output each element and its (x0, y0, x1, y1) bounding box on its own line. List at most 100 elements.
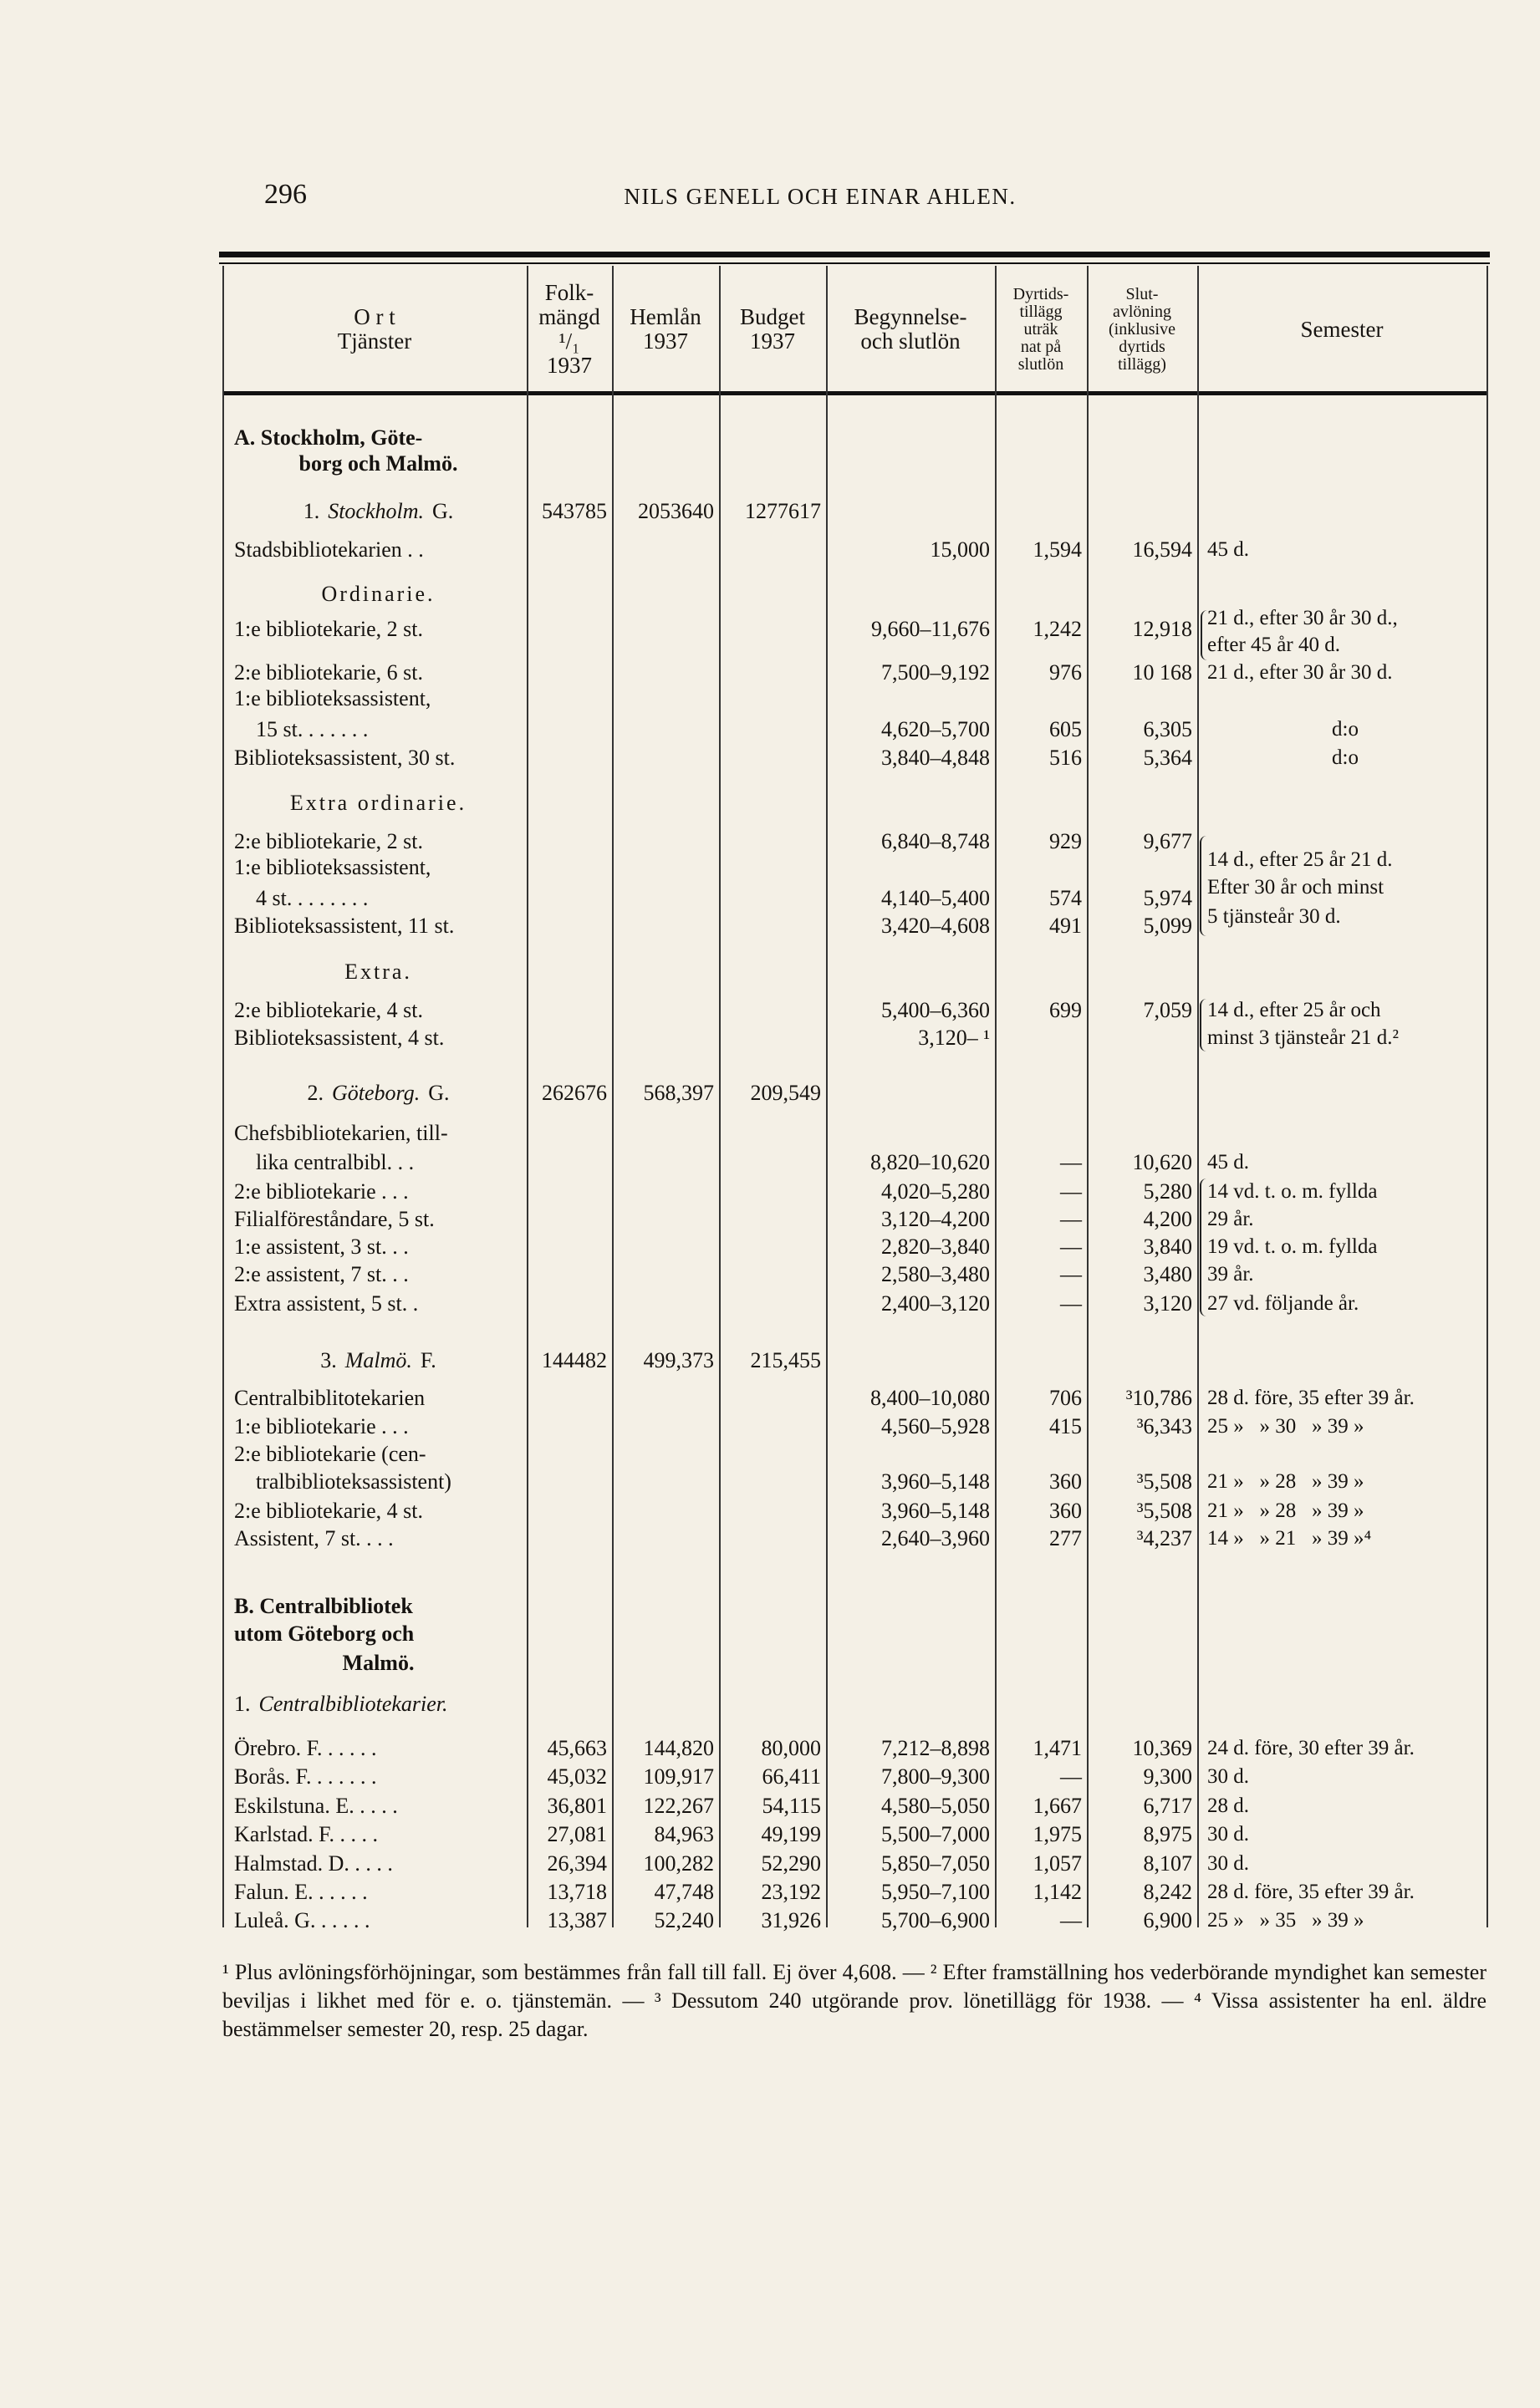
cell-slut: 8,242 (1143, 1880, 1193, 1904)
row-label: Luleå. G. . . . . . (234, 1908, 370, 1932)
header-ort: O r t Tjänster (337, 304, 412, 354)
cell-dyr: 706 (1049, 1386, 1082, 1410)
cell-folk: 27,081 (547, 1822, 608, 1846)
cell-budget: 49,199 (761, 1822, 822, 1846)
cell-semester: 21 » » 28 » 39 » (1207, 1470, 1364, 1493)
cell-dyr: 1,057 (1033, 1851, 1083, 1876)
header-dyrtid: Dyrtids- tillägg uträk nat på slutlön (1012, 284, 1069, 374)
city-code: G. (428, 1081, 450, 1105)
cell-dyr: 1,667 (1033, 1794, 1083, 1818)
cell-dyr: — (1060, 1291, 1082, 1316)
cell-semester: 25 » » 35 » 39 » (1207, 1909, 1364, 1932)
row-label: Ordinarie. (321, 582, 436, 606)
cell-hemlan: 2053640 (638, 499, 714, 523)
cell-semester: 45 d. (1207, 1151, 1249, 1173)
city-name: Stockholm. (328, 499, 425, 523)
cell-lon: 8,820–10,620 (870, 1150, 990, 1174)
cell-lon: 4,560–5,928 (881, 1414, 990, 1438)
cell-lon: 5,500–7,000 (881, 1822, 990, 1846)
row-label: 2:e assistent, 7 st. . . (234, 1262, 409, 1286)
footnotes: ¹ Plus avlöningsförhöjningar, som bestäm… (222, 1960, 1486, 2041)
cell-budget: 52,290 (761, 1851, 822, 1876)
cell-semester: 30 d. (1207, 1852, 1249, 1875)
city-heading: 2. Göteborg. G. (234, 1080, 523, 1107)
header-semester: Semester (1300, 316, 1384, 342)
cell-lon: 15,000 (930, 537, 991, 562)
cell-lon: 2,640–3,960 (881, 1526, 990, 1550)
row-label: 1:e biblioteksassistent, (234, 686, 431, 710)
cell-semester: 14 » » 21 » 39 »⁴ (1207, 1527, 1372, 1550)
cell-hemlan: 568,397 (643, 1081, 715, 1105)
cell-lon: 5,850–7,050 (881, 1851, 990, 1876)
city-code: F. (420, 1348, 436, 1372)
row-label: Halmstad. D. . . . . (234, 1851, 393, 1876)
cell-lon: 4,140–5,400 (881, 886, 990, 910)
cell-semester: 28 d. (1207, 1795, 1249, 1817)
cell-semester: 21 d., efter 30 år 30 d. (1207, 661, 1393, 684)
header-bottom-rule (222, 391, 1486, 395)
cell-lon: 3,120– ¹ (918, 1026, 990, 1050)
cell-slut: 3,120 (1143, 1291, 1193, 1316)
cell-folk: 262676 (542, 1081, 607, 1105)
cell-slut: 6,900 (1143, 1908, 1193, 1932)
row-label: 1:e biblioteksassistent, (234, 855, 431, 879)
running-title: NILS GENELL OCH EINAR AHLEN. (624, 184, 1017, 209)
row-label: A. Stockholm, Göte- (234, 425, 423, 450)
page-number: 296 (264, 179, 307, 210)
cell-hemlan: 100,282 (643, 1851, 715, 1876)
cell-dyr: — (1060, 1262, 1082, 1286)
cell-dyr: — (1060, 1207, 1082, 1231)
cell-dyr: 976 (1049, 660, 1082, 685)
row-label: Extra ordinarie. (289, 791, 467, 815)
column-divider (222, 266, 224, 1927)
header-slut: Slut- avlöning (inklusive dyrtids tilläg… (1109, 284, 1175, 374)
cell-lon: 4,580–5,050 (881, 1794, 990, 1818)
cell-semester: 21 d., efter 30 år 30 d., (1207, 607, 1398, 629)
row-label: Malmö. (342, 1651, 415, 1675)
column-divider (995, 266, 997, 1927)
cell-dyr: 929 (1049, 829, 1082, 853)
cell-slut: ³4,237 (1136, 1526, 1192, 1550)
row-label: 2:e bibliotekarie, 6 st. (234, 660, 424, 685)
row-label: Centralbiblitotekarien (234, 1386, 426, 1410)
cell-dyr: 491 (1049, 914, 1082, 938)
column-divider (1486, 266, 1488, 1927)
cell-semester: 14 vd. t. o. m. fyllda (1207, 1180, 1378, 1203)
cell-slut: 12,918 (1132, 617, 1193, 641)
brace-mark (1200, 836, 1208, 936)
cell-semester: 25 » » 30 » 39 » (1207, 1415, 1364, 1438)
city-number: 1. (303, 499, 320, 523)
cell-slut: 9,300 (1143, 1764, 1193, 1789)
cell-slut: 5,099 (1143, 914, 1193, 938)
cell-folk: 36,801 (547, 1794, 608, 1818)
cell-slut: 5,364 (1143, 746, 1193, 770)
cell-dyr: 699 (1049, 998, 1082, 1022)
cell-slut: 16,594 (1132, 537, 1193, 562)
cell-dyr: 1,594 (1033, 537, 1083, 562)
cell-dyr: — (1060, 1179, 1082, 1204)
header-budget: Budget 1937 (740, 304, 805, 354)
row-label: Stadsbibliotekarien . . (234, 537, 424, 562)
row-label: 2:e bibliotekarie (cen- (234, 1442, 426, 1466)
row-label: Karlstad. F. . . . . (234, 1822, 378, 1846)
cell-slut: ³5,508 (1136, 1499, 1192, 1523)
city-number: 1. (234, 1692, 251, 1716)
column-divider (826, 266, 828, 1927)
row-label: Filialföreståndare, 5 st. (234, 1207, 435, 1231)
cell-slut: ³10,786 (1125, 1386, 1192, 1410)
cell-lon: 5,400–6,360 (881, 998, 990, 1022)
row-label: 2:e bibliotekarie, 2 st. (234, 829, 424, 853)
cell-semester: 29 år. (1207, 1208, 1254, 1230)
cell-folk: 26,394 (547, 1851, 608, 1876)
cell-folk: 45,663 (547, 1736, 608, 1760)
cell-slut: 5,974 (1143, 886, 1193, 910)
row-label: utom Göteborg och (234, 1621, 415, 1646)
city-name: Centralbibliotekarier. (258, 1692, 448, 1716)
cell-slut: 10 168 (1132, 660, 1193, 685)
cell-lon: 3,840–4,848 (881, 746, 990, 770)
cell-slut: 6,305 (1143, 717, 1193, 741)
row-label: Biblioteksassistent, 4 st. (234, 1026, 445, 1050)
cell-semester: 27 vd. följande år. (1207, 1292, 1359, 1315)
cell-semester: efter 45 år 40 d. (1207, 634, 1340, 656)
cell-dyr: 1,242 (1033, 617, 1083, 641)
